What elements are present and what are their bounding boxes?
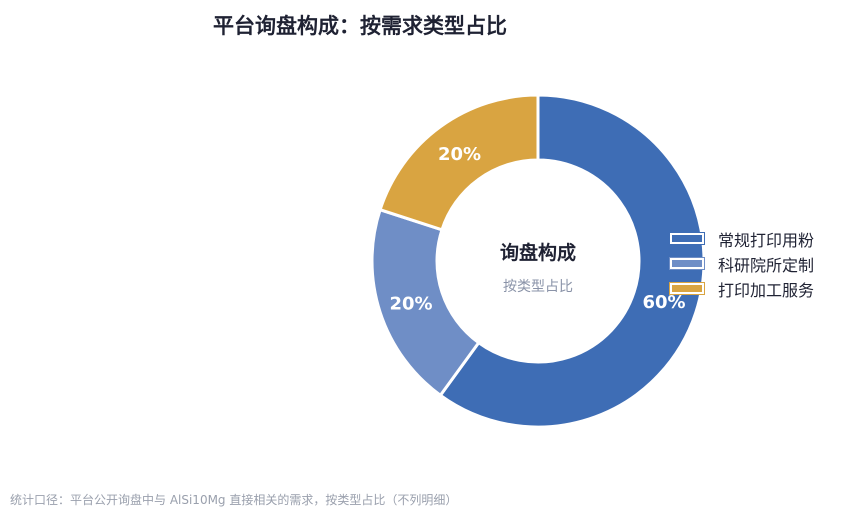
legend: 常规打印用粉 科研院所定制 打印加工服务 — [670, 226, 814, 301]
legend-item-2[interactable]: 打印加工服务 — [670, 276, 814, 301]
center-title: 询盘构成 — [500, 241, 576, 264]
legend-item-1[interactable]: 科研院所定制 — [670, 251, 814, 276]
legend-label-2: 打印加工服务 — [718, 280, 815, 300]
legend-swatch-1 — [670, 258, 704, 269]
slice-2[interactable] — [378, 93, 540, 232]
legend-swatch-0 — [670, 233, 704, 244]
slice-label-0: 60% — [642, 292, 685, 313]
chart-title: 平台询盘构成：按需求类型占比 — [213, 14, 507, 38]
slice-label-1: 20% — [389, 293, 432, 314]
footnote: 统计口径：平台公开询盘中与 AlSi10Mg 直接相关的需求，按类型占比（不列明… — [10, 493, 458, 507]
legend-label-1: 科研院所定制 — [718, 255, 815, 275]
legend-swatch-2 — [670, 283, 704, 294]
center-subtitle: 按类型占比 — [503, 279, 573, 295]
legend-item-0[interactable]: 常规打印用粉 — [670, 226, 814, 251]
legend-label-0: 常规打印用粉 — [718, 230, 815, 250]
slice-label-2: 20% — [438, 144, 481, 165]
slice-0[interactable] — [438, 93, 706, 429]
